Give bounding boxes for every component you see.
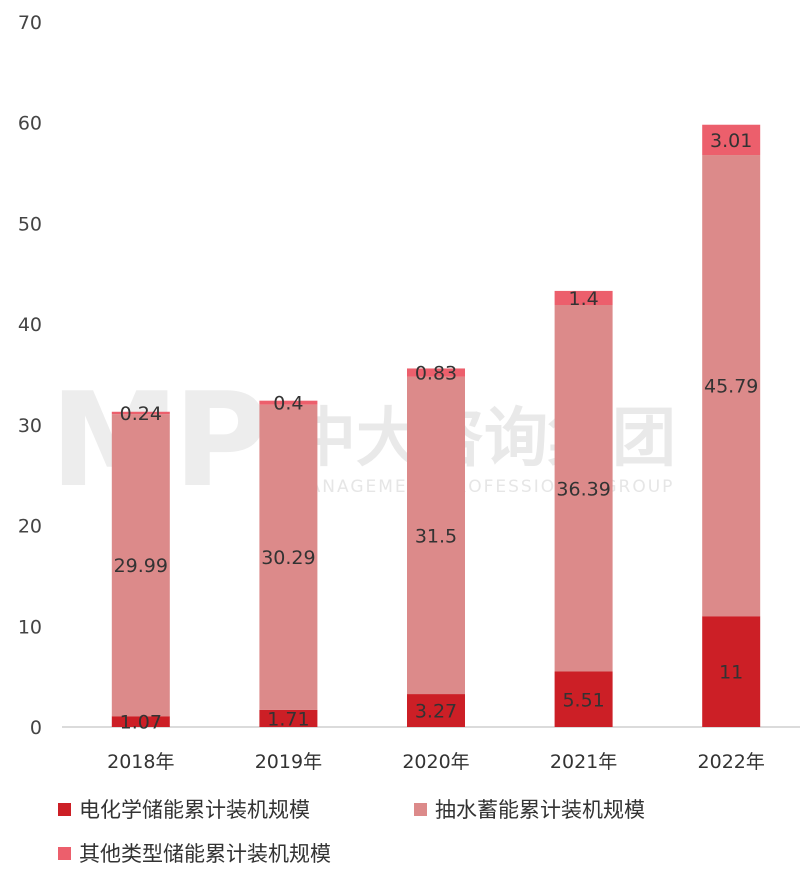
bar-other <box>702 124 761 156</box>
data-label-other: 3.01 <box>710 130 752 152</box>
x-axis: 2018年 2019年 2020年 2021年 2022年 <box>107 751 765 773</box>
bar-other <box>111 411 170 415</box>
legend-label-other: 其他类型储能累计装机规模 <box>79 842 331 866</box>
y-tick-label: 20 <box>18 516 42 538</box>
data-label-electrochemical: 1.71 <box>267 708 309 730</box>
data-label-pumped-hydro: 31.5 <box>415 525 457 547</box>
data-label-pumped-hydro: 30.29 <box>261 547 315 569</box>
bar-other <box>407 368 465 377</box>
data-label-other: 0.83 <box>415 363 457 385</box>
watermark-name: 中大咨询集团 <box>292 402 676 476</box>
data-label-electrochemical: 1.07 <box>120 712 162 734</box>
data-label-electrochemical: 3.27 <box>415 701 457 723</box>
bar-electrochemical <box>259 709 318 727</box>
bar-electrochemical <box>407 694 465 727</box>
bar-other <box>554 290 613 306</box>
legend-item-electrochemical: 电化学储能累计装机规模 <box>58 794 310 824</box>
y-tick-label: 40 <box>18 314 42 336</box>
y-tick-label: 70 <box>18 12 42 34</box>
legend-swatch-pumped-hydro <box>414 802 427 816</box>
bar-pumped-hydro <box>554 305 613 672</box>
legend-item-pumped-hydro: 抽水蓄能累计装机规模 <box>414 794 645 824</box>
bar-pumped-hydro <box>259 404 318 710</box>
bars: 1.07 29.99 0.24 1.71 30.29 0.4 3.27 31.5 0.83 5.5… <box>111 124 761 734</box>
y-tick-label: 0 <box>30 717 42 739</box>
legend-swatch-electrochemical <box>58 802 71 816</box>
bar-electrochemical <box>702 616 761 727</box>
x-tick-label: 2021年 <box>550 751 617 773</box>
data-label-other: 0.4 <box>273 393 303 415</box>
data-label-electrochemical: 11 <box>719 662 743 684</box>
bar-pumped-hydro <box>702 155 761 617</box>
legend-label-electrochemical: 电化学储能累计装机规模 <box>79 798 310 822</box>
y-tick-label: 30 <box>18 415 42 437</box>
bar-electrochemical <box>111 716 170 727</box>
bar-electrochemical <box>554 671 613 727</box>
data-label-other: 0.24 <box>120 403 162 425</box>
data-label-pumped-hydro: 45.79 <box>704 376 758 398</box>
y-tick-label: 60 <box>18 113 42 135</box>
x-tick-label: 2018年 <box>107 751 174 773</box>
data-label-pumped-hydro: 29.99 <box>114 555 168 577</box>
data-label-pumped-hydro: 36.39 <box>556 478 610 500</box>
legend-item-other: 其他类型储能累计装机规模 <box>58 838 331 868</box>
x-tick-label: 2020年 <box>402 751 469 773</box>
y-tick-label: 50 <box>18 213 42 235</box>
y-tick-label: 10 <box>18 616 42 638</box>
data-label-electrochemical: 5.51 <box>562 689 604 711</box>
watermark-subtitle: MANAGEMENT PROFESSIONAL GROUP <box>292 477 674 497</box>
bar-pumped-hydro <box>111 414 170 717</box>
stacked-bar-chart: MP 中大咨询集团 MANAGEMENT PROFESSIONAL GROUP … <box>18 12 800 773</box>
data-label-other: 1.4 <box>568 288 598 310</box>
x-tick-label: 2022年 <box>698 751 765 773</box>
bar-other <box>259 400 318 405</box>
y-axis: 0 10 20 30 40 50 60 70 <box>18 12 42 739</box>
legend-swatch-other <box>58 846 71 860</box>
x-tick-label: 2019年 <box>255 751 322 773</box>
bar-pumped-hydro <box>407 376 465 695</box>
legend-label-pumped-hydro: 抽水蓄能累计装机规模 <box>435 798 645 822</box>
